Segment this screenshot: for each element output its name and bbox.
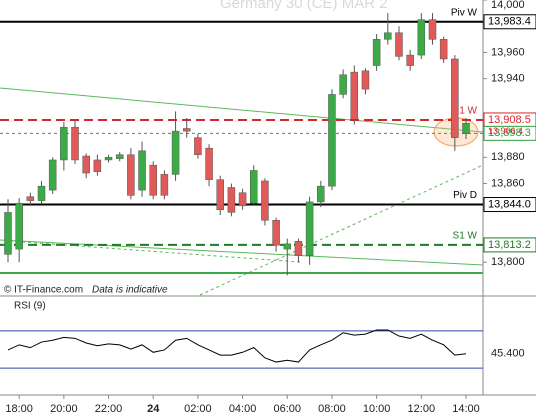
level-label-box xyxy=(483,237,536,253)
candle-body xyxy=(104,157,113,161)
candle-body xyxy=(428,19,437,40)
x-tick-label: 22:00 xyxy=(95,403,123,415)
candle-body xyxy=(417,19,426,56)
candle-body xyxy=(82,155,90,174)
candle-body xyxy=(227,187,236,213)
candle-body xyxy=(60,126,68,161)
level-value-label: 13,898.3 xyxy=(488,127,531,139)
rsi-line xyxy=(7,329,467,363)
rsi-title: RSI (9) xyxy=(14,301,46,312)
candle-body xyxy=(171,130,180,175)
candle-body xyxy=(71,126,79,161)
candle-body xyxy=(48,159,57,191)
level-label-box xyxy=(483,14,536,30)
trend-line xyxy=(0,87,484,133)
level-name: Piv D xyxy=(453,190,477,201)
candle-body xyxy=(305,201,314,256)
rsi-value-label: 45.400 xyxy=(491,348,525,360)
candle-body xyxy=(451,58,459,138)
candle-body xyxy=(372,39,381,66)
candle-body xyxy=(272,220,280,246)
candle-body xyxy=(339,74,347,95)
y-tick-label: 13,940 xyxy=(491,73,525,85)
candle-body xyxy=(127,154,135,196)
level-value-label: 13,813.2 xyxy=(488,239,531,251)
level-name: S1 W xyxy=(453,231,478,242)
candle-body xyxy=(250,170,258,204)
y-tick-label: 14,000 xyxy=(491,0,525,11)
candle-body xyxy=(406,54,414,66)
x-tick-label: 14:00 xyxy=(452,403,480,415)
level-label-box xyxy=(483,125,536,141)
candle-body xyxy=(395,32,403,57)
x-tick-label: 20:00 xyxy=(50,403,78,415)
candle-body xyxy=(149,164,157,196)
candle-body xyxy=(283,243,292,250)
candle-body xyxy=(205,147,213,180)
trend-line xyxy=(0,239,484,266)
source: © IT-Finance.com xyxy=(4,285,83,296)
candle-body xyxy=(194,137,202,155)
level-name: R1 W xyxy=(452,106,478,117)
candle-body xyxy=(37,185,46,201)
watermark-title: Germany 30 (CE) MAR 2 xyxy=(220,0,388,12)
x-tick-label: 10:00 xyxy=(363,403,391,415)
candle-body xyxy=(462,122,470,134)
y-tick-label: 13,960 xyxy=(491,46,525,58)
candle-body xyxy=(439,39,448,60)
level-name: Piv W xyxy=(451,7,478,18)
x-tick-label: 02:00 xyxy=(184,403,212,415)
candle-body xyxy=(26,196,35,201)
candle-body xyxy=(138,150,146,191)
x-tick-label: 04:00 xyxy=(229,403,257,415)
y-tick-label: 13,860 xyxy=(491,177,525,189)
trend-line xyxy=(199,164,484,296)
x-tick-label: 18:00 xyxy=(5,403,33,415)
level-label-box xyxy=(483,197,536,213)
candle-body xyxy=(294,240,303,256)
candle-body xyxy=(15,202,23,250)
x-tick-label: 08:00 xyxy=(318,403,346,415)
candle-body xyxy=(4,212,12,255)
note: Data is indicative xyxy=(92,285,168,296)
candle-body xyxy=(350,71,359,120)
y-tick-label: 13,880 xyxy=(491,151,525,163)
candle-body xyxy=(93,159,102,173)
candle-body xyxy=(115,154,124,159)
x-tick-label: 24 xyxy=(147,403,160,415)
level-value-label: 13,983.4 xyxy=(488,16,531,28)
last-price-label: 13,906.4 xyxy=(488,126,523,136)
candle-body xyxy=(216,179,224,211)
level-value-label: 13,908.5 xyxy=(488,114,531,126)
candle-body xyxy=(160,174,169,196)
level-value-label: 13,844.0 xyxy=(488,198,531,210)
x-tick-label: 06:00 xyxy=(274,403,302,415)
candle-body xyxy=(328,94,336,187)
candle-body xyxy=(261,180,269,221)
x-tick-label: 12:00 xyxy=(408,403,436,415)
candle-body xyxy=(238,192,247,207)
candle-body xyxy=(317,185,325,203)
y-tick-label: 13,800 xyxy=(491,256,525,268)
candle-body xyxy=(361,70,370,90)
candle-body xyxy=(384,32,392,40)
candle-body xyxy=(182,128,191,132)
